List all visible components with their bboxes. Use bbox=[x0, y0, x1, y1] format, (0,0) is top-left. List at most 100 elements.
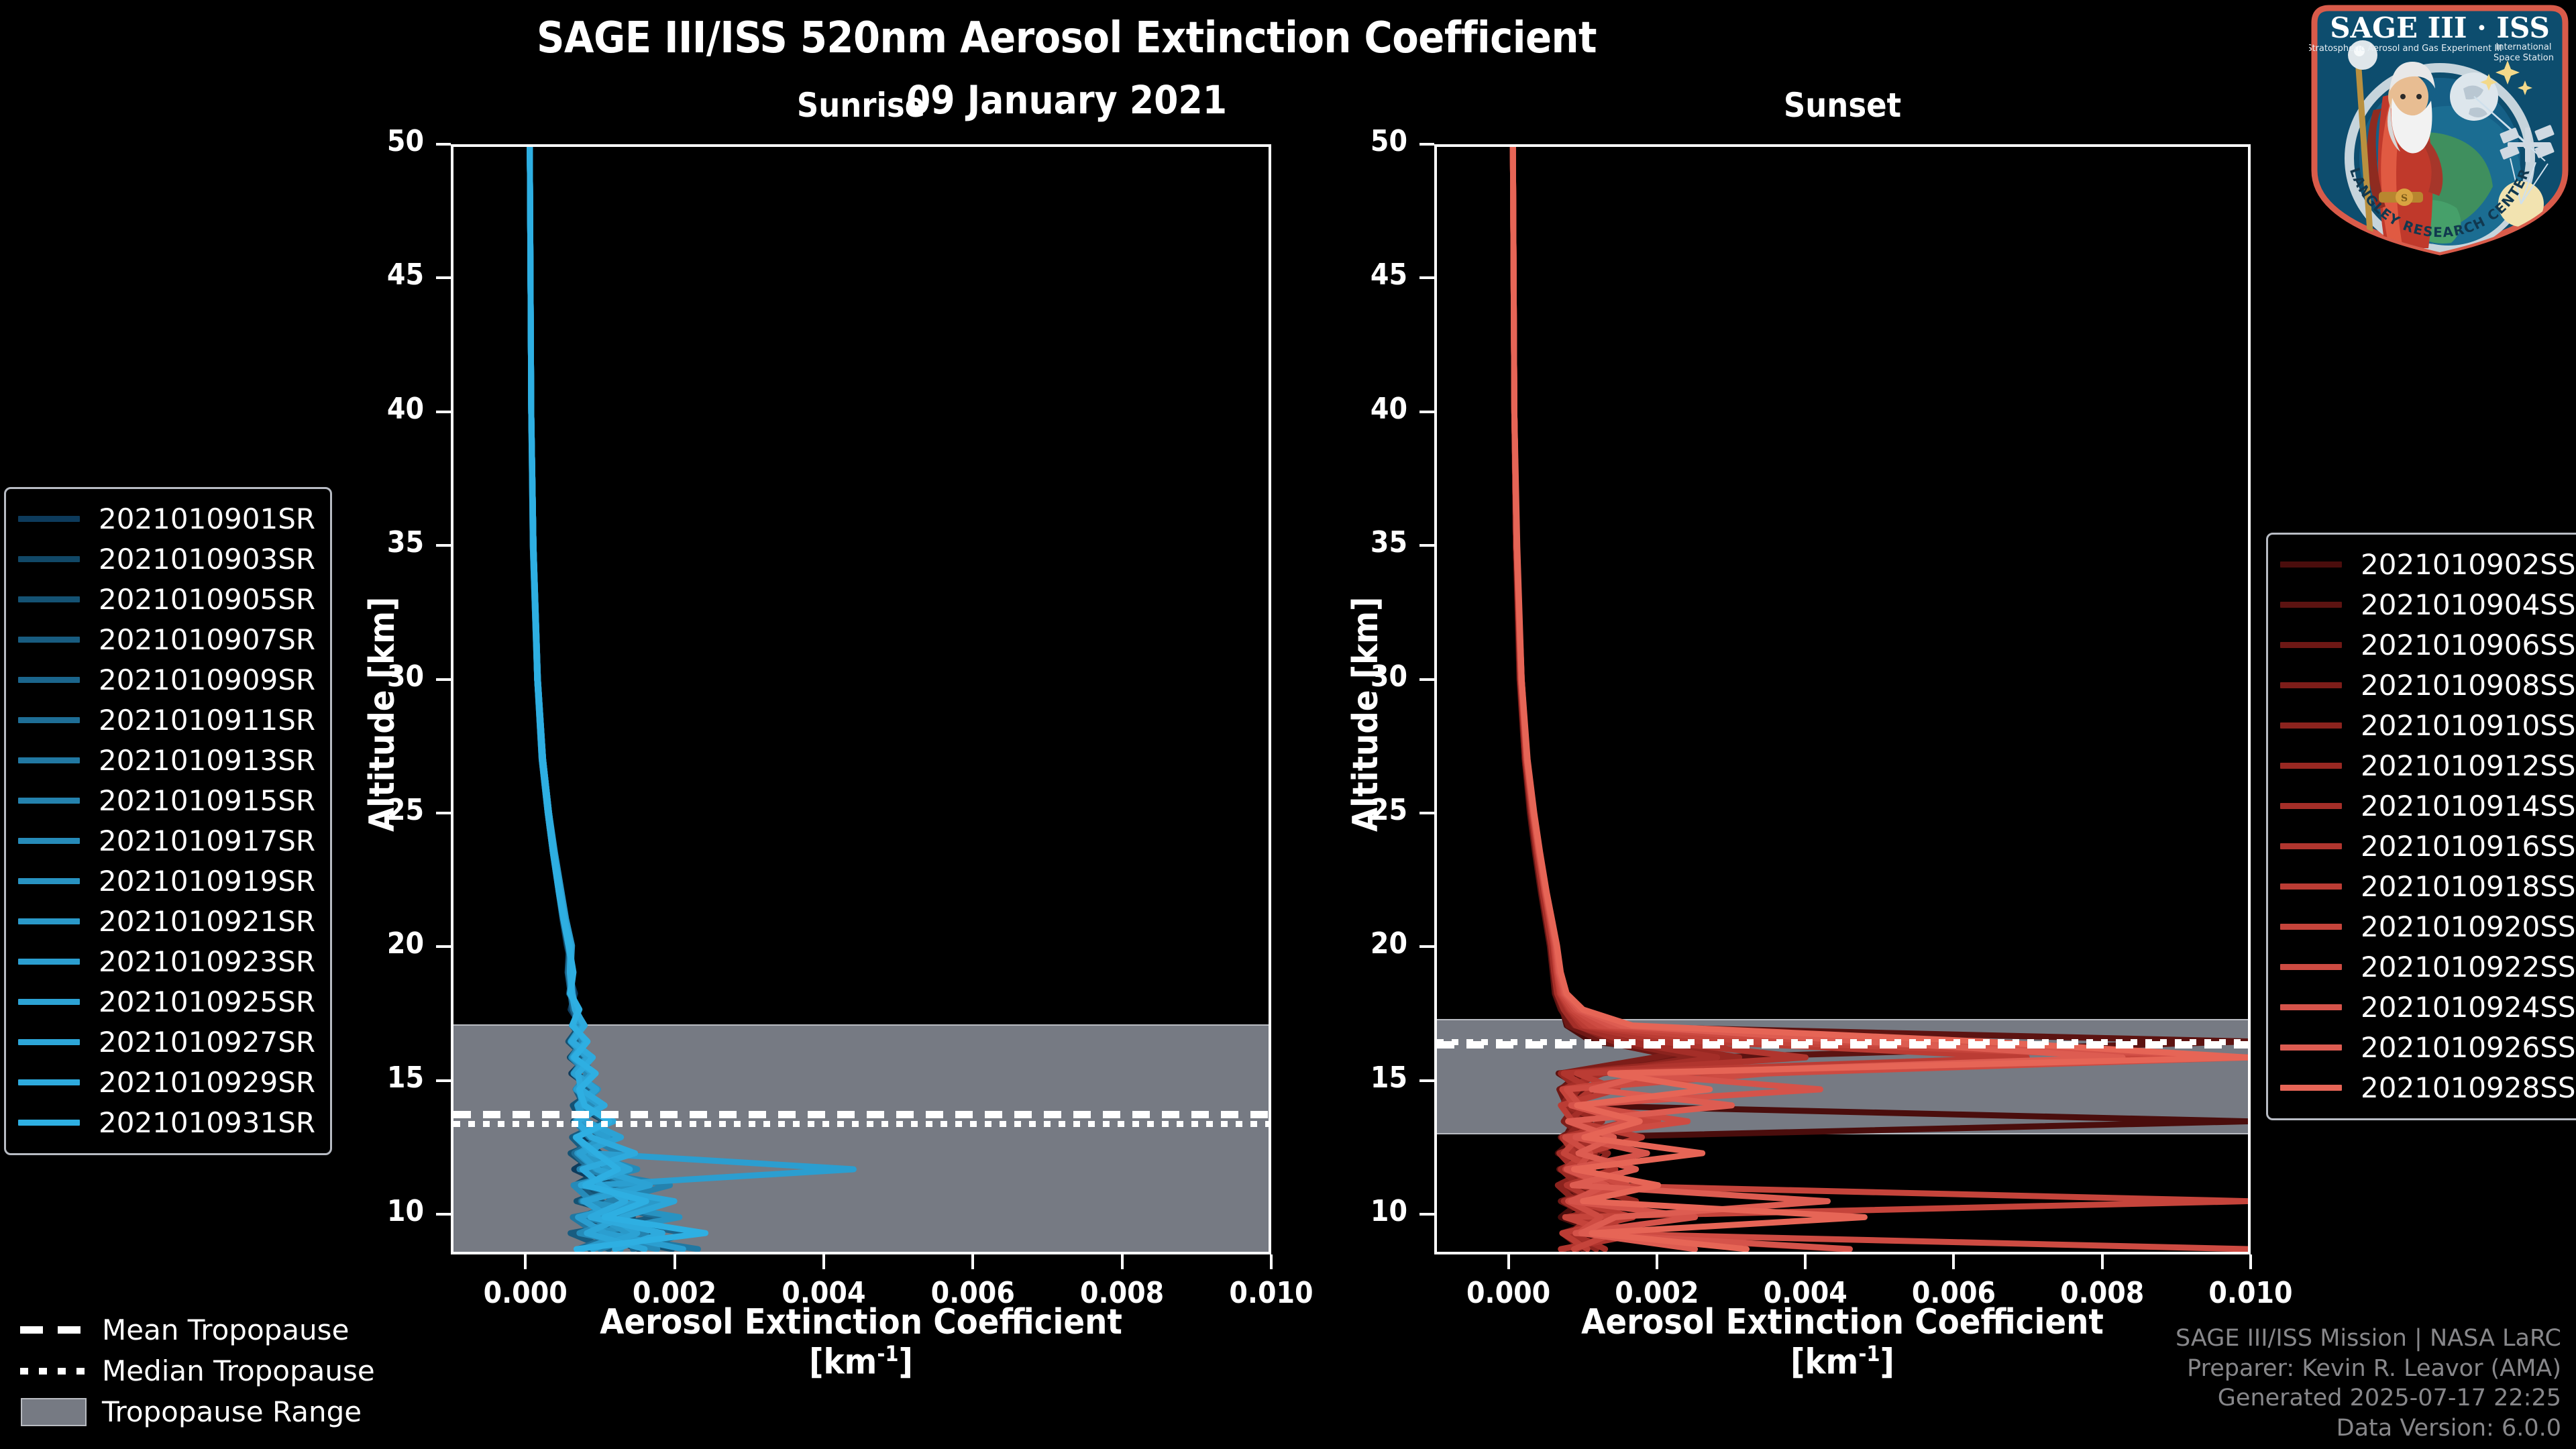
legend-item-sunset[interactable]: 2021010914SS bbox=[2280, 786, 2576, 826]
sunset-ytick-label: 10 bbox=[1370, 1194, 1407, 1229]
legend-item-sunrise[interactable]: 2021010921SR bbox=[18, 901, 315, 941]
legend-item-sunrise[interactable]: 2021010901SR bbox=[18, 498, 315, 539]
sage-iii-iss-mission-patch-logo: S BALL · NASA LANGLEY RESEARCH CENTER · … bbox=[2306, 3, 2571, 256]
legend-item-sunrise[interactable]: 2021010905SR bbox=[18, 579, 315, 619]
legend-item-sunset[interactable]: 2021010906SS bbox=[2280, 625, 2576, 665]
legend-color-swatch-icon bbox=[2280, 1084, 2342, 1091]
sunset-ytick bbox=[1419, 1079, 1434, 1082]
dotted-line-icon bbox=[20, 1367, 87, 1375]
legend-item-sunrise[interactable]: 2021010919SR bbox=[18, 861, 315, 901]
sunset-xtick bbox=[1655, 1254, 1658, 1269]
sunrise-plot-area bbox=[451, 144, 1271, 1254]
sunrise-mean-tropopause-line bbox=[453, 1110, 1269, 1118]
sunrise-ytick bbox=[436, 1079, 451, 1082]
date-subtitle: 09 January 2021 bbox=[906, 77, 1228, 123]
legend-item-sunrise[interactable]: 2021010909SR bbox=[18, 659, 315, 700]
legend-item-label: 2021010925SR bbox=[99, 985, 316, 1018]
legend-item-sunset[interactable]: 2021010924SS bbox=[2280, 987, 2576, 1027]
sunset-ytick-label: 25 bbox=[1370, 792, 1407, 827]
legend-mean-tropopause-label: Mean Tropopause bbox=[102, 1313, 350, 1346]
legend-item-sunset[interactable]: 2021010928SS bbox=[2280, 1067, 2576, 1108]
legend-item-sunset[interactable]: 2021010926SS bbox=[2280, 1027, 2576, 1067]
legend-median-tropopause-label: Median Tropopause bbox=[102, 1354, 375, 1387]
legend-item-label: 2021010920SS bbox=[2361, 910, 2576, 943]
svg-text:International: International bbox=[2496, 42, 2552, 52]
sunrise-xtick bbox=[822, 1254, 825, 1269]
legend-item-sunrise[interactable]: 2021010913SR bbox=[18, 740, 315, 780]
legend-item-sunrise[interactable]: 2021010903SR bbox=[18, 539, 315, 579]
sunset-xtick bbox=[1804, 1254, 1807, 1269]
legend-item-label: 2021010912SS bbox=[2361, 749, 2576, 782]
legend-color-swatch-icon bbox=[2280, 923, 2342, 930]
legend-item-label: 2021010919SR bbox=[99, 864, 316, 898]
legend-color-swatch-icon bbox=[18, 958, 80, 965]
sunset-xtick-label: 0.006 bbox=[1911, 1276, 1996, 1310]
legend-color-swatch-icon bbox=[2280, 1044, 2342, 1051]
legend-item-label: 2021010928SS bbox=[2361, 1071, 2576, 1104]
legend-item-sunrise[interactable]: 2021010923SR bbox=[18, 941, 315, 981]
legend-item-sunrise[interactable]: 2021010915SR bbox=[18, 780, 315, 820]
legend-item-label: 2021010914SS bbox=[2361, 789, 2576, 822]
sunrise-xaxis-title-line2: [km-1] bbox=[809, 1341, 913, 1383]
sunrise-xtick bbox=[1120, 1254, 1124, 1269]
legend-item-sunrise[interactable]: 2021010929SR bbox=[18, 1062, 315, 1102]
legend-item-sunrise[interactable]: 2021010917SR bbox=[18, 820, 315, 861]
legend-color-swatch-icon bbox=[18, 1079, 80, 1085]
sunset-xtick bbox=[1507, 1254, 1510, 1269]
legend-item-sunset[interactable]: 2021010902SS bbox=[2280, 544, 2576, 584]
sunrise-xaxis-title: Aerosol Extinction Coefficient [km-1] bbox=[451, 1303, 1271, 1382]
legend-item-label: 2021010907SR bbox=[99, 623, 316, 656]
sunrise-xtick bbox=[1270, 1254, 1273, 1269]
legend-color-swatch-icon bbox=[18, 1038, 80, 1045]
legend-item-sunset[interactable]: 2021010904SS bbox=[2280, 584, 2576, 625]
legend-color-swatch-icon bbox=[18, 1119, 80, 1126]
legend-median-tropopause: Median Tropopause bbox=[20, 1350, 375, 1391]
sunrise-ytick-label: 15 bbox=[386, 1060, 424, 1095]
series-line bbox=[527, 147, 690, 1252]
legend-item-sunset[interactable]: 2021010922SS bbox=[2280, 947, 2576, 987]
attribution-data-version: Data Version: 6.0.0 bbox=[2336, 1415, 2561, 1442]
legend-item-sunset[interactable]: 2021010916SS bbox=[2280, 826, 2576, 866]
sunrise-ytick bbox=[436, 143, 451, 146]
sunset-series-canvas bbox=[1509, 147, 2248, 1252]
legend-color-swatch-icon bbox=[18, 636, 80, 643]
legend-item-sunrise[interactable]: 2021010931SR bbox=[18, 1102, 315, 1142]
sunset-xtick bbox=[2249, 1254, 2252, 1269]
legend-item-label: 2021010929SR bbox=[99, 1065, 316, 1099]
legend-color-swatch-icon bbox=[2280, 802, 2342, 809]
sunrise-ytick-label: 10 bbox=[386, 1194, 424, 1229]
series-line bbox=[527, 147, 665, 1252]
legend-color-swatch-icon bbox=[18, 515, 80, 522]
sunrise-ytick bbox=[436, 678, 451, 681]
legend-item-sunrise[interactable]: 2021010911SR bbox=[18, 700, 315, 740]
legend-item-sunset[interactable]: 2021010908SS bbox=[2280, 665, 2576, 705]
legend-color-swatch-icon bbox=[18, 918, 80, 924]
legend-item-sunset[interactable]: 2021010910SS bbox=[2280, 705, 2576, 745]
legend-tropopause-range: Tropopause Range bbox=[20, 1391, 375, 1432]
legend-item-label: 2021010917SR bbox=[99, 824, 316, 857]
legend-item-sunset[interactable]: 2021010920SS bbox=[2280, 906, 2576, 947]
legend-item-sunrise[interactable]: 2021010907SR bbox=[18, 619, 315, 659]
series-line bbox=[527, 147, 653, 1252]
sunset-ytick-label: 35 bbox=[1370, 525, 1407, 560]
sunset-ytick-label: 45 bbox=[1370, 258, 1407, 292]
legend-item-sunrise[interactable]: 2021010925SR bbox=[18, 981, 315, 1022]
series-line bbox=[1509, 147, 2248, 1252]
sunrise-xaxis-title-line1: Aerosol Extinction Coefficient bbox=[600, 1302, 1122, 1342]
legend-item-sunrise[interactable]: 2021010927SR bbox=[18, 1022, 315, 1062]
legend-item-sunset[interactable]: 2021010912SS bbox=[2280, 745, 2576, 786]
legend-color-swatch-icon bbox=[2280, 722, 2342, 729]
legend-item-label: 2021010926SS bbox=[2361, 1030, 2576, 1064]
patch-title: SAGE III · ISS bbox=[2330, 11, 2550, 44]
sunset-ytick bbox=[1419, 143, 1434, 146]
sunrise-xtick-label: 0.008 bbox=[1080, 1276, 1165, 1310]
legend-item-label: 2021010904SS bbox=[2361, 588, 2576, 621]
sunrise-ytick-label: 45 bbox=[386, 258, 424, 292]
sunset-ytick bbox=[1419, 1213, 1434, 1216]
legend-color-swatch-icon bbox=[2280, 601, 2342, 608]
sunrise-ytick-label: 20 bbox=[386, 926, 424, 961]
series-line bbox=[527, 147, 676, 1252]
sunset-ytick bbox=[1419, 410, 1434, 413]
sunset-ytick bbox=[1419, 678, 1434, 681]
legend-item-sunset[interactable]: 2021010918SS bbox=[2280, 866, 2576, 906]
